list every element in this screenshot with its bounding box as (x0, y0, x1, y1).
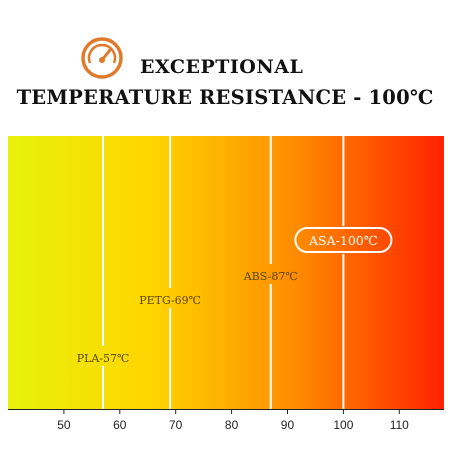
x-tick-label: 70 (169, 418, 183, 432)
gradient-band (8, 136, 444, 409)
x-tick-label: 100 (333, 418, 353, 432)
thermometer-gauge-icon (81, 37, 123, 79)
x-tick-label: 110 (390, 418, 409, 432)
chart-title-line1: EXCEPTIONAL (140, 56, 304, 78)
x-tick-label: 90 (281, 418, 295, 432)
marker-label: PLA-57℃ (77, 352, 130, 365)
marker-label: PETG-69℃ (139, 294, 201, 307)
marker-label: ABS-87℃ (243, 270, 298, 283)
x-tick-label: 50 (57, 418, 71, 432)
x-tick-label: 60 (113, 418, 127, 432)
x-tick-label: 80 (225, 418, 239, 432)
asa-label-pill (294, 227, 393, 253)
chart-title-line2: TEMPERATURE RESISTANCE - 100℃ (16, 86, 434, 109)
marker-label-asa: ASA-100℃ (308, 233, 378, 248)
